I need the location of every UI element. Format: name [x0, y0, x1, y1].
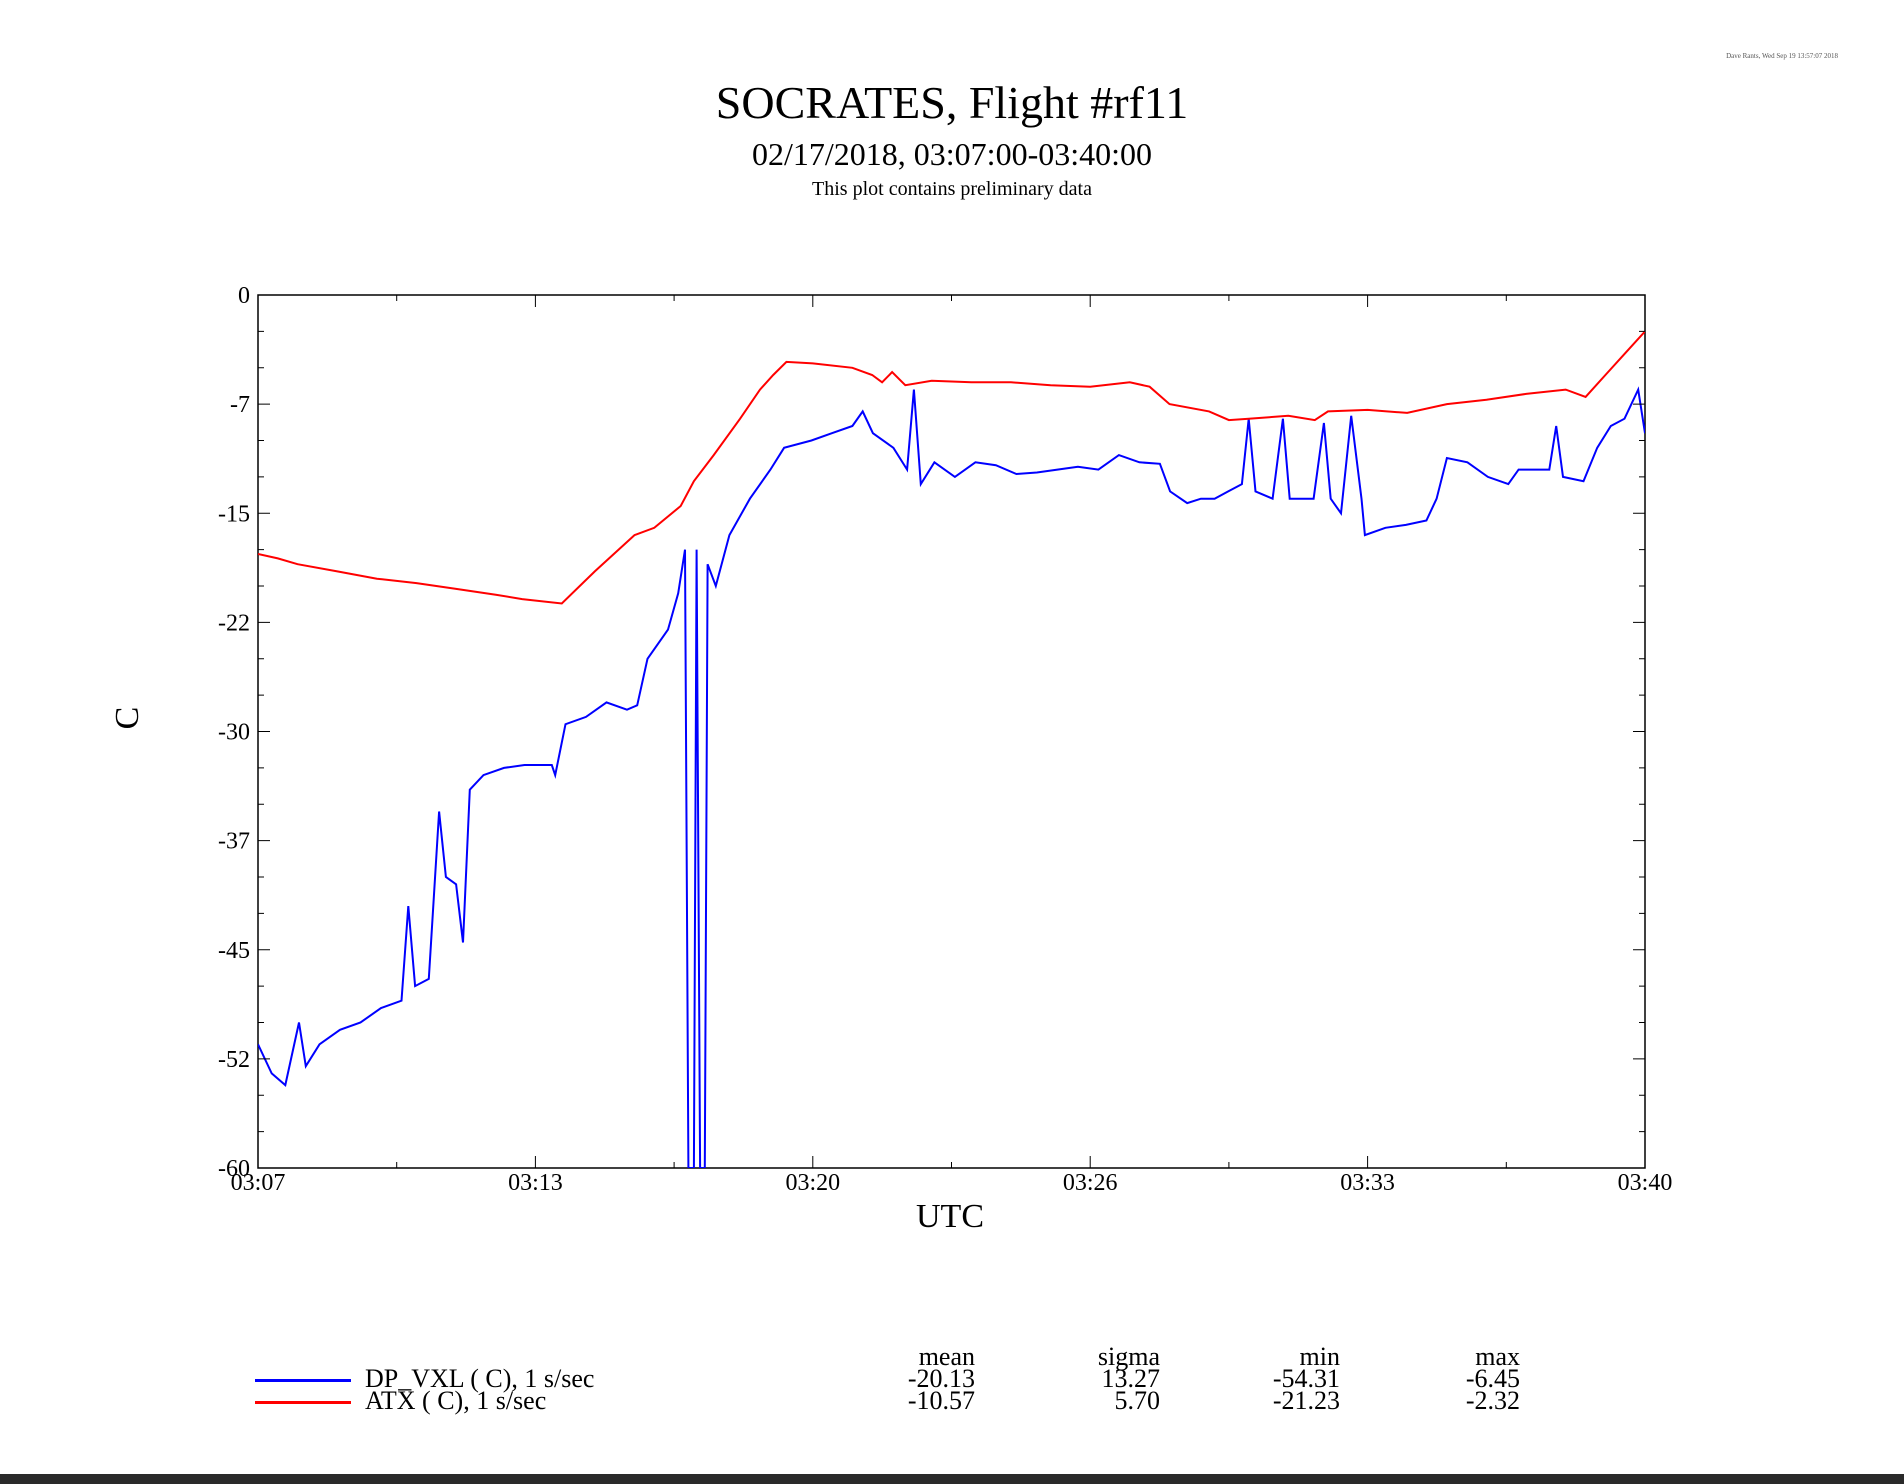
x-axis-title: UTC — [916, 1198, 984, 1235]
y-tick-label: -37 — [218, 829, 250, 855]
series-line-atx — [258, 330, 1645, 605]
legend: mean sigma min max DP_VXL ( C), 1 s/sec … — [255, 1342, 1520, 1425]
generation-stamp: Dave Rants, Wed Sep 19 13:57:07 2018 — [1726, 52, 1838, 60]
x-tick-label: 03:26 — [1063, 1170, 1118, 1196]
y-tick-label: -52 — [218, 1047, 250, 1073]
stats-header-max: max — [1475, 1342, 1520, 1371]
plot-frame — [257, 294, 1646, 1169]
stat-min: -54.31 — [1272, 1364, 1340, 1393]
legend-item-atx: ATX ( C), 1 s/sec -10.57 5.70 -21.23 -2.… — [255, 1386, 1555, 1415]
plot-area — [257, 294, 1646, 1169]
x-axis: 03:07 03:13 03:20 03:26 03:33 03:40 — [231, 295, 1673, 1196]
y-tick-label: -7 — [230, 392, 250, 418]
y-axis-title: C — [109, 707, 146, 730]
stat-max: -2.32 — [1465, 1386, 1520, 1415]
y-tick-label: -15 — [218, 501, 250, 527]
y-axis: 0 -7 -15 -22 -30 -37 -45 -52 -60 — [218, 283, 1645, 1182]
x-tick-label: 03:33 — [1340, 1170, 1395, 1196]
legend-item-dp-vxl: DP_VXL ( C), 1 s/sec -20.13 13.27 -54.31… — [255, 1364, 1555, 1393]
x-tick-label: 03:07 — [231, 1170, 286, 1196]
y-tick-label: -45 — [218, 938, 250, 964]
stat-max: -6.45 — [1465, 1364, 1520, 1393]
stat-sigma: 13.27 — [1101, 1364, 1161, 1393]
window-bottom-edge — [0, 1474, 1904, 1484]
y-tick-label: -22 — [218, 610, 250, 636]
stat-mean: -10.57 — [907, 1386, 975, 1415]
stat-mean: -20.13 — [907, 1364, 975, 1393]
x-tick-label: 03:40 — [1618, 1170, 1673, 1196]
plot-title: SOCRATES, Flight #rf11 — [715, 77, 1189, 128]
legend-label: ATX ( C), 1 s/sec — [365, 1386, 547, 1415]
legend-swatch-blue — [255, 1379, 351, 1382]
stat-min: -21.23 — [1272, 1386, 1340, 1415]
stats-header-mean: mean — [918, 1342, 975, 1371]
stat-sigma: 5.70 — [1114, 1386, 1161, 1415]
plot-subtitle: 02/17/2018, 03:07:00-03:40:00 — [752, 136, 1152, 172]
stats-header-sigma: sigma — [1097, 1342, 1160, 1371]
legend-label: DP_VXL ( C), 1 s/sec — [365, 1364, 595, 1393]
x-tick-label: 03:20 — [785, 1170, 840, 1196]
y-tick-label: -60 — [218, 1156, 250, 1182]
y-tick-label: 0 — [238, 283, 250, 309]
preliminary-note: This plot contains preliminary data — [812, 178, 1092, 200]
series-line-dp-vxl — [258, 386, 1645, 1168]
legend-swatch-red — [255, 1401, 351, 1404]
y-tick-label: -30 — [218, 720, 250, 746]
x-tick-label: 03:13 — [508, 1170, 563, 1196]
stats-header-min: min — [1299, 1342, 1340, 1371]
line-chart: 0 -7 -15 -22 -30 -37 -45 -52 -60 03:07 03:13 03:20… — [109, 283, 1673, 1235]
